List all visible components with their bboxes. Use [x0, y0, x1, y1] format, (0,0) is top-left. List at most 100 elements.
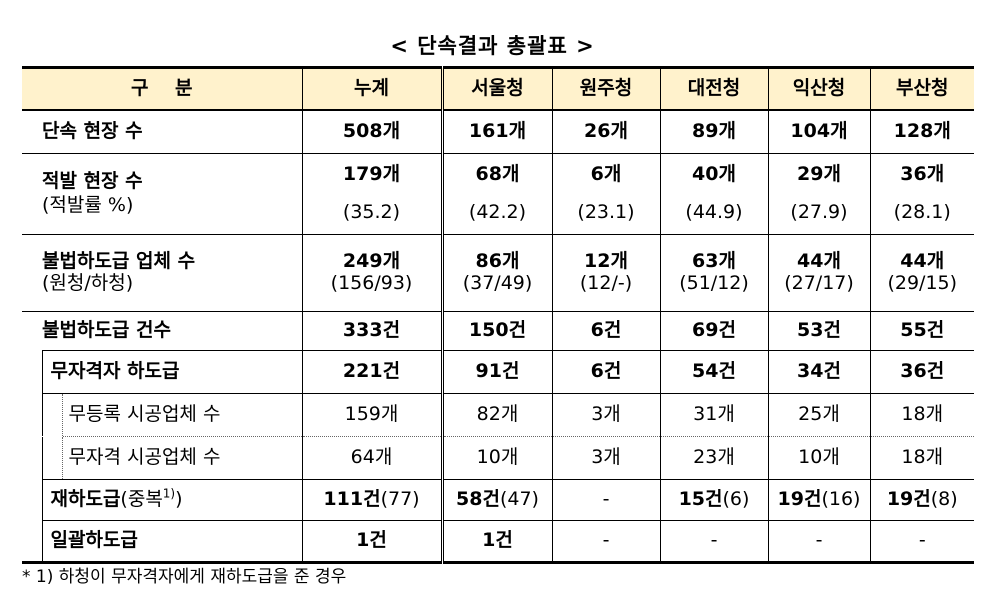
cell-busan: 55건 — [869, 311, 974, 351]
cell-seoul: 10개 — [440, 436, 552, 480]
table-row: 불법하도급 건수 333건 150건 6건 69건 53건 55건 — [22, 311, 974, 351]
cell-wonju: 6건 — [551, 350, 660, 394]
value: 12개 — [584, 250, 628, 273]
header-total: 누계 — [301, 66, 442, 111]
value: 179개 — [342, 163, 401, 186]
cell-wonju: 3개 — [551, 393, 660, 437]
split: (37/49) — [462, 272, 533, 294]
cell-seoul: 161개 — [440, 110, 552, 154]
cell-busan: 36개 (28.1) — [869, 153, 974, 235]
cell-busan: 44개 (29/15) — [869, 234, 974, 312]
rate: (27.9) — [790, 201, 848, 223]
row-label: 재하도급(중복1)) — [41, 479, 302, 521]
value: 44개 — [797, 250, 841, 273]
row-label-sub: (적발률 %) — [42, 194, 134, 216]
header-row: 구 분 누계 서울청 원주청 대전청 익산청 부산청 — [22, 66, 974, 111]
cell-total: 1건 — [301, 520, 442, 564]
cell-wonju: 6개 (23.1) — [551, 153, 660, 235]
rate: (23.1) — [577, 201, 635, 223]
rate: (42.2) — [468, 201, 527, 223]
cell-daejeon: 69건 — [659, 311, 768, 351]
cell-iksan: 104개 — [767, 110, 870, 154]
dup: (47) — [499, 488, 539, 511]
split: (29/15) — [887, 272, 958, 294]
cell-iksan: 10개 — [767, 436, 870, 480]
cell-daejeon: 23개 — [659, 436, 768, 480]
table-row: 일괄하도급 1건 1건 - - - - — [22, 520, 974, 564]
cell-total: 159개 — [301, 393, 442, 437]
value: 15건 — [678, 488, 723, 511]
value: 86개 — [475, 250, 520, 273]
cell-daejeon: - — [659, 520, 768, 564]
cell-seoul: 68개 (42.2) — [440, 153, 552, 235]
indent-spacer — [41, 393, 62, 437]
cell-seoul: 150건 — [440, 311, 552, 351]
dup: (8) — [930, 488, 958, 511]
cell-busan: 18개 — [869, 436, 974, 480]
value: 249개 — [342, 250, 401, 273]
cell-seoul: 58건(47) — [440, 479, 552, 521]
cell-wonju: 6건 — [551, 311, 660, 351]
row-label-main: 재하도급 — [50, 488, 121, 511]
rate: (44.9) — [685, 201, 743, 223]
row-label-main: 적발 현장 수 — [42, 170, 143, 193]
value: 19건 — [777, 488, 822, 511]
dup: (16) — [821, 488, 861, 511]
cell-seoul: 91건 — [440, 350, 552, 394]
cell-wonju: - — [551, 520, 660, 564]
summary-table: 구 분 누계 서울청 원주청 대전청 익산청 부산청 단속 현장 수 508개 … — [22, 66, 974, 564]
header-busan: 부산청 — [869, 66, 974, 111]
indent-spacer — [22, 350, 42, 564]
cell-daejeon: 40개 (44.9) — [659, 153, 768, 235]
value: 58건 — [456, 488, 500, 511]
value: 111건 — [323, 488, 381, 511]
value: 19건 — [886, 488, 931, 511]
split: (27/17) — [784, 272, 854, 294]
table-row: 단속 현장 수 508개 161개 26개 89개 104개 128개 — [22, 110, 974, 154]
table-row: 재하도급(중복1)) 111건(77) 58건(47) - 15건(6) 19건… — [22, 479, 974, 521]
cell-iksan: 34건 — [767, 350, 870, 394]
cell-wonju: 26개 — [551, 110, 660, 154]
row-label: 무자격 시공업체 수 — [61, 436, 302, 480]
value: 40개 — [692, 163, 736, 186]
table-title: < 단속결과 총괄표 > — [390, 34, 595, 58]
header-iksan: 익산청 — [767, 66, 870, 111]
value: 68개 — [475, 163, 520, 186]
value: 6개 — [590, 163, 622, 186]
cell-iksan: 25개 — [767, 393, 870, 437]
cell-seoul: 86개 (37/49) — [440, 234, 552, 312]
table-row: 무자격자 하도급 221건 91건 6건 54건 34건 36건 — [22, 350, 974, 564]
cell-busan: 36건 — [869, 350, 974, 394]
cell-total: 333건 — [301, 311, 442, 351]
cell-total: 249개 (156/93) — [301, 234, 442, 312]
cell-wonju: 12개 (12/-) — [551, 234, 660, 312]
dup: (77) — [380, 488, 420, 511]
header-seoul: 서울청 — [440, 66, 552, 111]
split: (12/-) — [579, 272, 633, 294]
cell-wonju: 3개 — [551, 436, 660, 480]
header-daejeon: 대전청 — [659, 66, 768, 111]
rate: (28.1) — [893, 201, 951, 223]
cell-total: 111건(77) — [301, 479, 442, 521]
cell-busan: 18개 — [869, 393, 974, 437]
table-row: 무자격 시공업체 수 64개 10개 3개 23개 10개 18개 — [22, 436, 974, 480]
cell-daejeon: 89개 — [659, 110, 768, 154]
dup: (6) — [722, 488, 750, 511]
row-label-main: 불법하도급 업체 수 — [42, 250, 196, 273]
cell-daejeon: 63개 (51/12) — [659, 234, 768, 312]
cell-iksan: - — [767, 520, 870, 564]
table-row: 적발 현장 수 (적발률 %) 179개 (35.2) 68개 (42.2) 6개 (… — [22, 153, 974, 235]
row-label: 불법하도급 업체 수 (원청/하청) — [22, 234, 302, 312]
row-label-close: ) — [175, 488, 183, 511]
cell-busan: 19건(8) — [869, 479, 974, 521]
cell-iksan: 53건 — [767, 311, 870, 351]
header-category: 구 분 — [22, 66, 302, 111]
cell-busan: 128개 — [869, 110, 974, 154]
cell-iksan: 44개 (27/17) — [767, 234, 870, 312]
row-label-sub: (원청/하청) — [42, 272, 134, 294]
cell-total: 179개 (35.2) — [301, 153, 442, 235]
row-label: 불법하도급 건수 — [42, 319, 171, 342]
footnote: * 1) 하청이 무자격자에게 재하도급을 준 경우 — [22, 567, 347, 587]
table-row: 불법하도급 업체 수 (원청/하청) 249개 (156/93) 86개 (37/4… — [22, 234, 974, 312]
cell-daejeon: 54건 — [659, 350, 768, 394]
